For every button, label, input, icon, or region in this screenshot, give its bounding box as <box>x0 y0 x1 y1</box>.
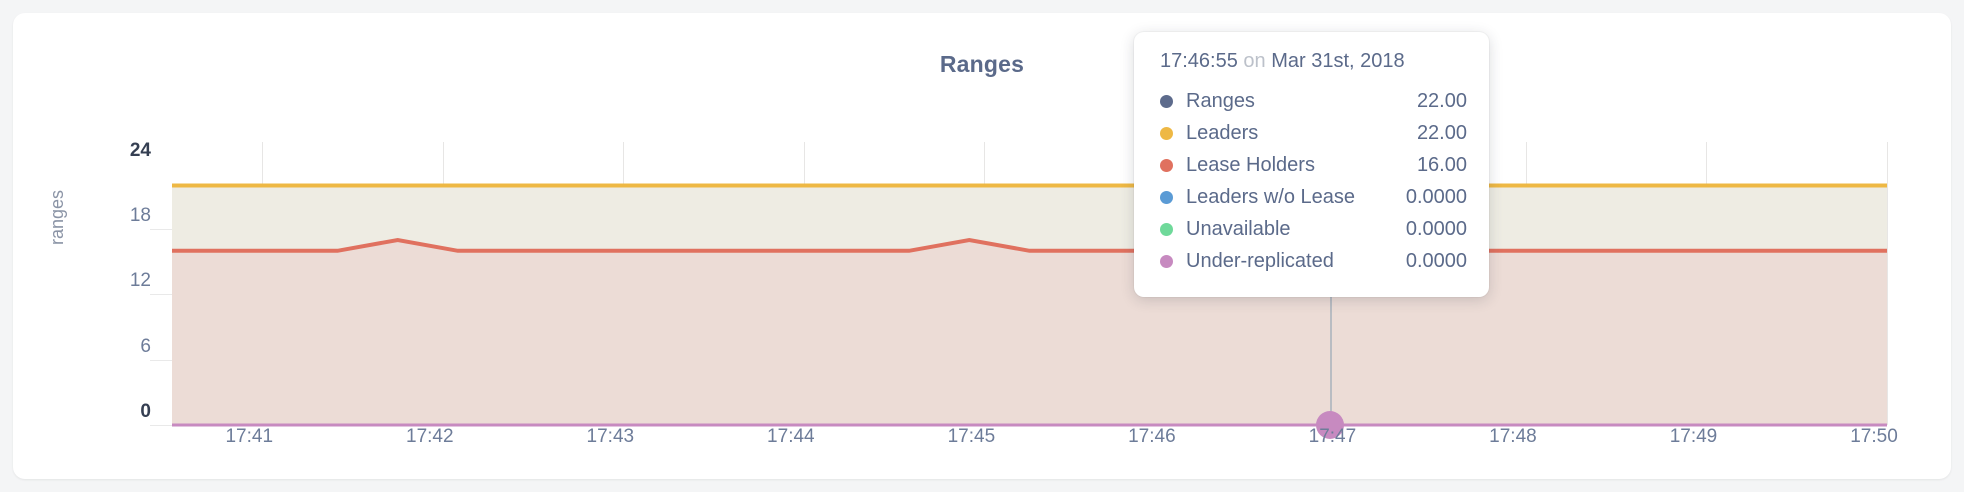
tooltip-series-value: 0.0000 <box>1405 185 1467 208</box>
tooltip-date: Mar 31st, 2018 <box>1271 50 1405 72</box>
marker-under-replicated <box>1316 411 1345 439</box>
tooltip-series-value: 22.00 <box>1416 89 1467 112</box>
x-tick-17:43: 17:43 <box>586 426 635 447</box>
series-color-dot-icon <box>1160 222 1173 236</box>
series-color-dot-icon <box>1160 126 1173 140</box>
y-tick-18: 18 <box>129 205 151 227</box>
tooltip-series-label: Lease Holders <box>1186 153 1315 176</box>
x-tick-17:41: 17:41 <box>225 426 274 447</box>
series-color-dot-icon <box>1160 158 1173 172</box>
chart-card: Ranges ranges 24 18 12 6 0 17:41 17:42 17:43 17… <box>13 13 1951 479</box>
series-color-dot-icon <box>1160 254 1173 268</box>
tooltip-row: Lease Holders 16.00 <box>1160 149 1467 181</box>
lease-holders-area <box>172 240 1887 425</box>
plot-area[interactable] <box>150 142 1888 439</box>
tooltip-row: Leaders 22.00 <box>1160 117 1467 149</box>
series-color-dot-icon <box>1160 190 1173 204</box>
x-tick-17:50: 17:50 <box>1850 426 1898 447</box>
tooltip-series-label: Ranges <box>1186 89 1255 112</box>
tooltip-series-label: Leaders <box>1186 121 1259 144</box>
y-tick-6: 6 <box>140 335 151 357</box>
gridline-stub-18 <box>150 229 172 231</box>
gridline-stub-12 <box>150 294 172 296</box>
x-tick-17:49: 17:49 <box>1669 426 1718 447</box>
tooltip-series-label: Unavailable <box>1186 217 1291 240</box>
tooltip-series-value: 0.0000 <box>1405 217 1467 240</box>
tooltip-timestamp: 17:46:55 on Mar 31st, 2018 <box>1160 50 1467 73</box>
tooltip-row: Unavailable 0.0000 <box>1160 213 1467 245</box>
series-layer <box>172 183 1887 427</box>
y-axis-label: ranges <box>47 189 67 245</box>
tooltip-series-value: 16.00 <box>1416 153 1467 176</box>
tooltip-on-word: on <box>1243 50 1266 72</box>
x-tick-17:44: 17:44 <box>767 426 815 447</box>
tooltip-row: Under-replicated 0.0000 <box>1160 245 1467 277</box>
tooltip-series-label: Leaders w/o Lease <box>1186 185 1356 208</box>
series-color-dot-icon <box>1160 94 1173 108</box>
x-tick-17:47: 17:47 <box>1308 426 1357 447</box>
hover-tooltip: 17:46:55 on Mar 31st, 2018 Ranges 22.00 Le… <box>1134 32 1489 297</box>
tooltip-time: 17:46:55 <box>1160 50 1238 72</box>
tooltip-row: Leaders w/o Lease 0.0000 <box>1160 181 1467 213</box>
tooltip-series-value: 22.00 <box>1416 121 1467 144</box>
x-tick-17:45: 17:45 <box>947 426 996 447</box>
tooltip-series-label: Under-replicated <box>1186 249 1334 272</box>
y-tick-24: 24 <box>129 139 151 161</box>
tooltip-rows: Ranges 22.00 Leaders 22.00 Lease Holders 16.0… <box>1160 85 1467 277</box>
x-tick-17:48: 17:48 <box>1489 426 1537 447</box>
gridline-stub-6 <box>150 359 172 361</box>
y-tick-0: 0 <box>140 401 151 422</box>
tooltip-series-value: 0.0000 <box>1405 249 1467 272</box>
y-tick-12: 12 <box>129 270 151 292</box>
lease-holders-line <box>172 237 1887 253</box>
gridline-x-17:50 <box>1887 142 1888 425</box>
x-tick-17:42: 17:42 <box>406 426 454 447</box>
page-title: Ranges <box>939 51 1025 77</box>
gridline-stub-0 <box>150 425 172 426</box>
x-tick-17:46: 17:46 <box>1128 426 1176 447</box>
tooltip-row: Ranges 22.00 <box>1160 85 1467 117</box>
